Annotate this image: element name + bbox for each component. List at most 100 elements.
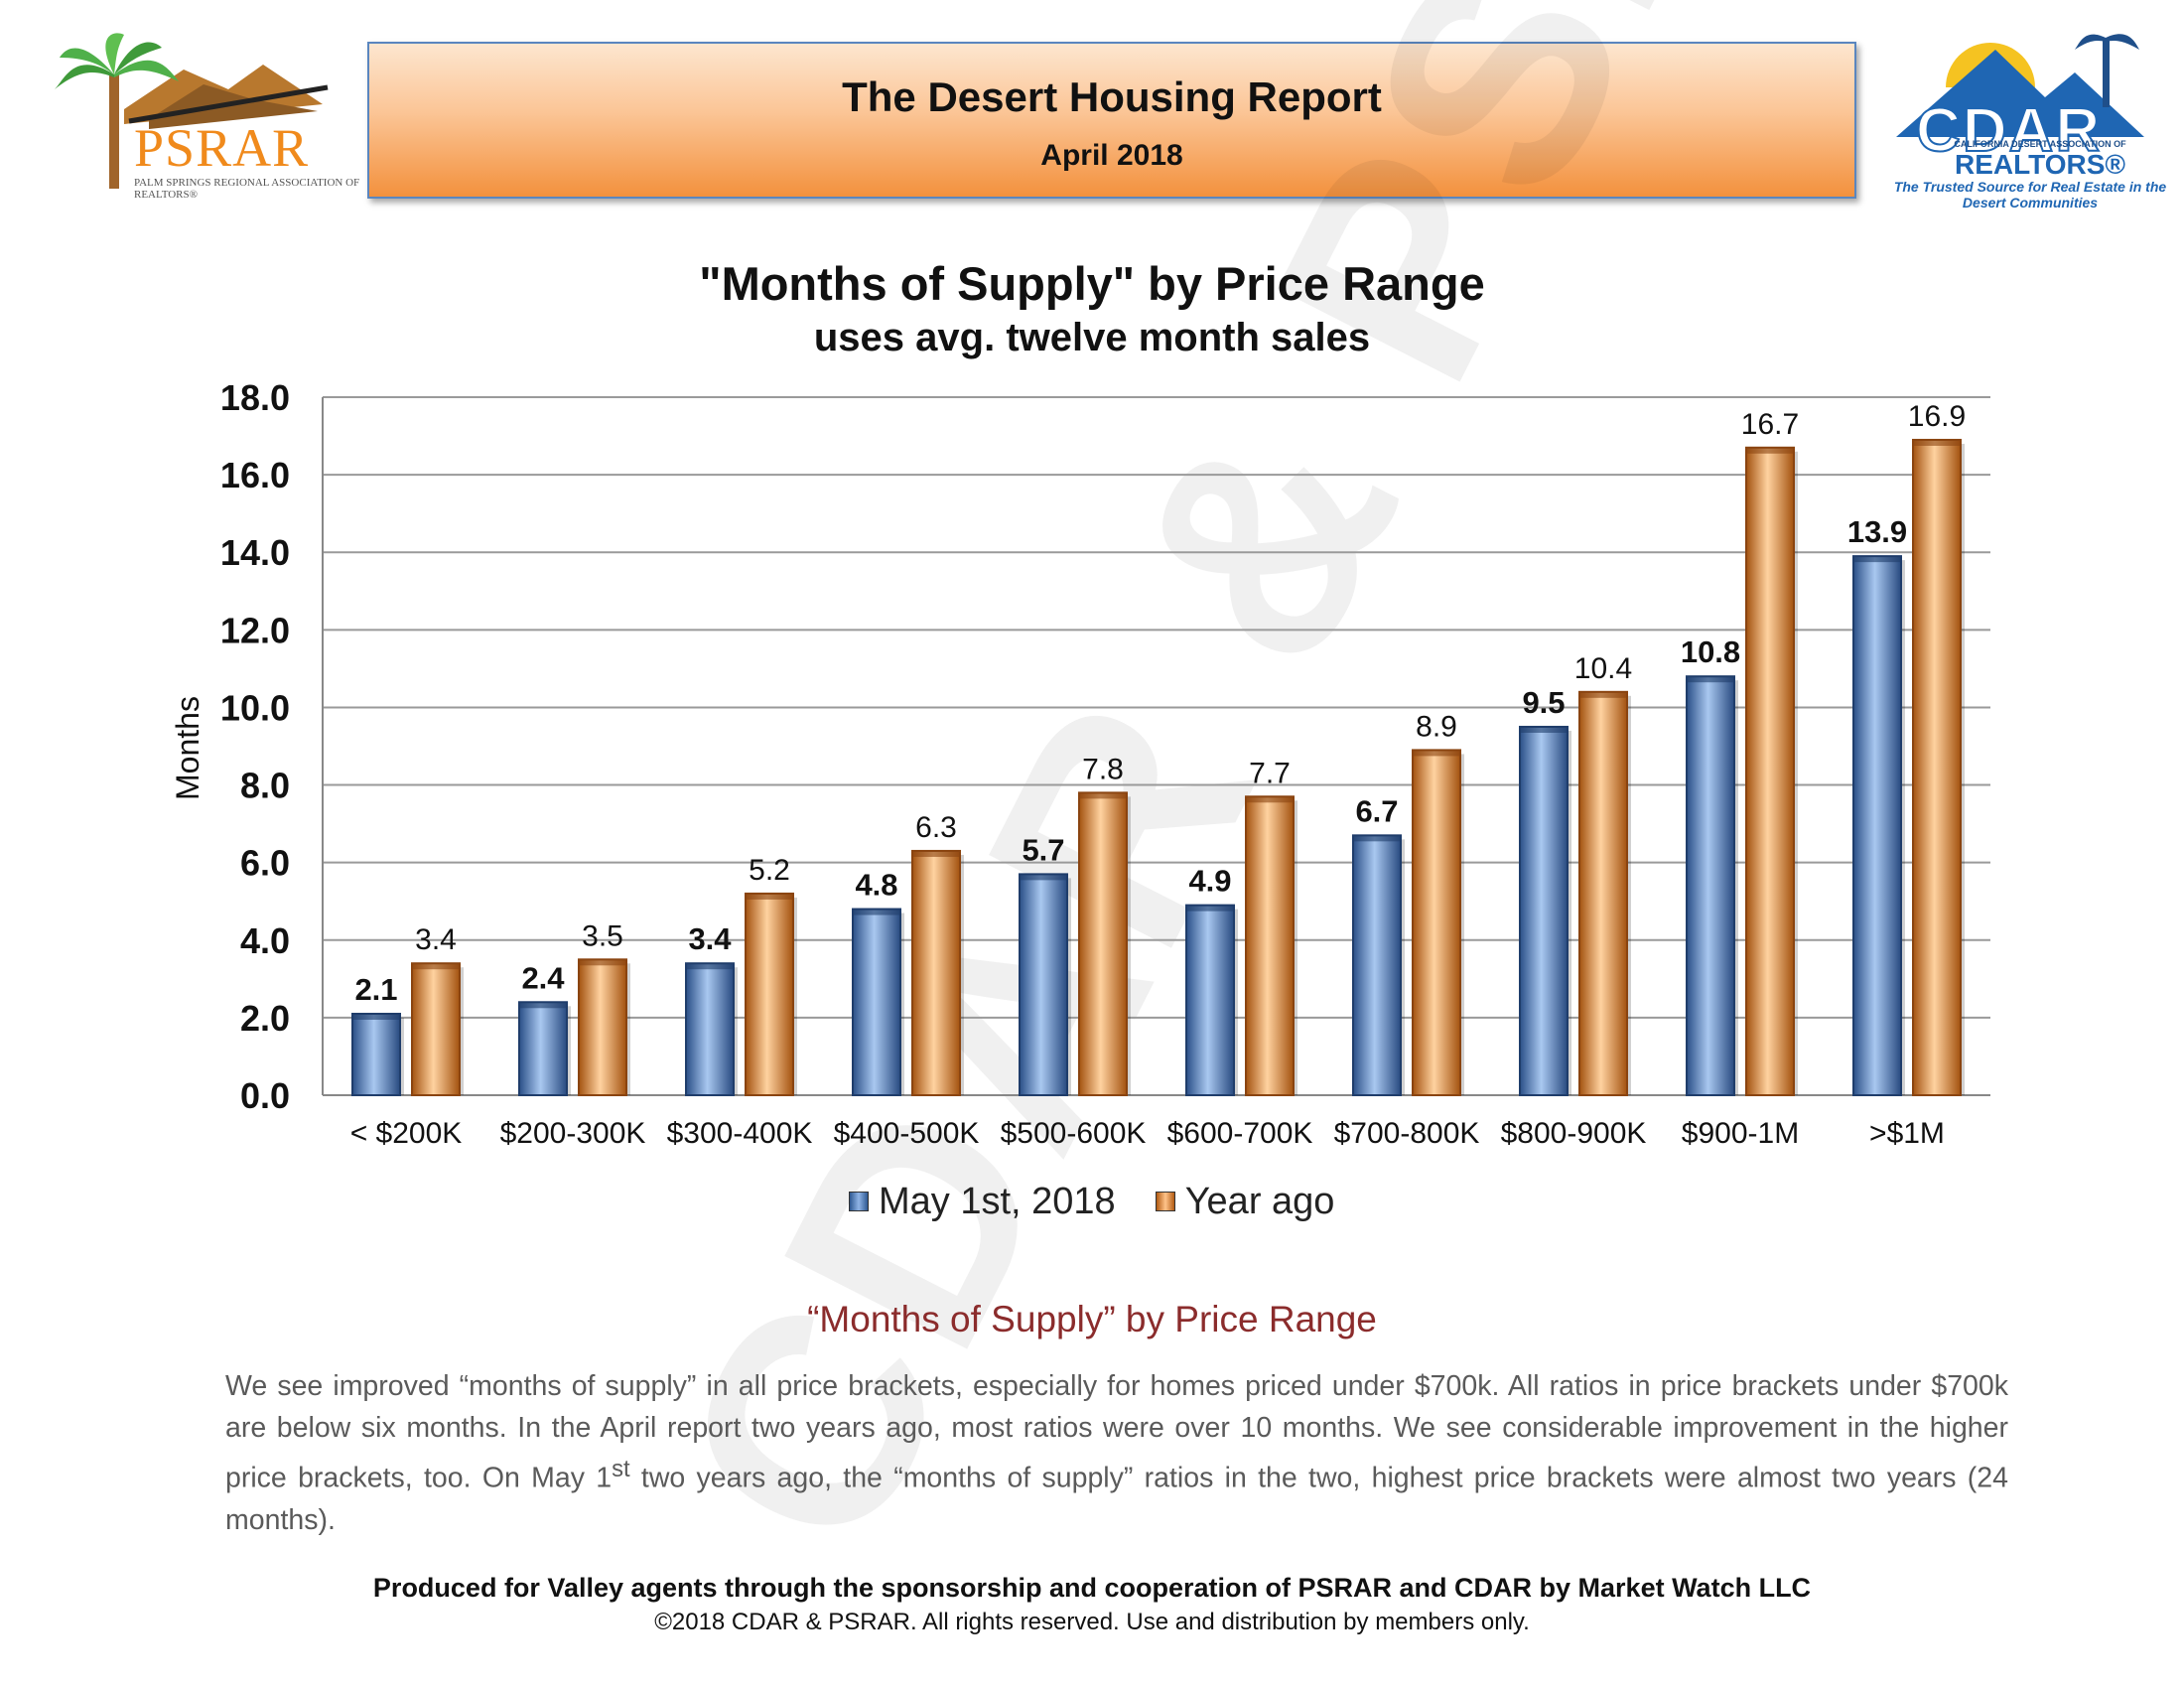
y-tick-label: 4.0	[240, 920, 290, 961]
x-tick-label: $200-300K	[500, 1117, 646, 1150]
body-text-superscript: st	[612, 1456, 630, 1482]
y-tick-label: 10.0	[220, 687, 290, 728]
bar-year-ago	[1578, 690, 1628, 1096]
bar-may-2018	[1019, 873, 1068, 1097]
chart-title: "Months of Supply" by Price Range	[699, 257, 1485, 310]
bar-cap	[1020, 874, 1067, 881]
cdar-logo: CDAR CALIFORNIA DESERT ASSOCIATION OF RE…	[1886, 28, 2174, 216]
cdar-logo-association: CALIFORNIA DESERT ASSOCIATION OF	[1954, 139, 2126, 149]
legend-item-year-ago: Year ago	[1155, 1180, 1335, 1223]
bar-cap	[1246, 796, 1294, 803]
psrar-logo: PSRAR PALM SPRINGS REGIONAL ASSOCIATION …	[55, 30, 359, 201]
legend-swatch-orange	[1155, 1192, 1175, 1211]
bar-cap	[912, 850, 960, 857]
data-label-may-2018: 10.8	[1681, 634, 1740, 669]
bar-cap	[746, 893, 793, 900]
bar-may-2018	[351, 1012, 401, 1097]
x-tick-label: $900-1M	[1682, 1117, 1799, 1150]
data-label-may-2018: 5.7	[1022, 832, 1064, 867]
y-tick-label: 8.0	[240, 766, 290, 806]
chart-legend: May 1st, 2018 Year ago	[849, 1177, 1374, 1226]
data-label-may-2018: 4.8	[855, 868, 897, 903]
data-label-year-ago: 3.4	[415, 923, 457, 956]
data-label-may-2018: 13.9	[1847, 514, 1907, 549]
bar-may-2018	[1852, 555, 1902, 1096]
x-tick-label: $500-600K	[1001, 1117, 1147, 1150]
section-heading: “Months of Supply” by Price Range	[807, 1299, 1377, 1339]
y-tick-label: 14.0	[220, 532, 290, 573]
bar-year-ago	[1745, 446, 1795, 1096]
bar-cap	[1353, 835, 1401, 842]
x-tick-label: >$1M	[1869, 1117, 1945, 1150]
body-text-part1: We see improved “months of supply” in al…	[225, 1370, 2008, 1494]
bar-year-ago	[1912, 438, 1962, 1096]
cdar-logo-realtors: REALTORS®	[1954, 149, 2126, 180]
body-text-part2: two years ago, the “months of supply” ra…	[225, 1462, 2008, 1536]
bar-year-ago	[911, 849, 961, 1097]
report-banner: The Desert Housing Report April 2018	[367, 42, 1856, 199]
psrar-logo-subtitle: PALM SPRINGS REGIONAL ASSOCIATION of REA…	[134, 177, 360, 201]
footer-credit: Produced for Valley agents through the s…	[372, 1573, 1812, 1603]
bar-year-ago	[578, 958, 627, 1096]
data-label-may-2018: 6.7	[1355, 793, 1398, 828]
data-label-may-2018: 2.1	[354, 972, 397, 1007]
bar-may-2018	[1686, 675, 1735, 1096]
legend-label-year-ago: Year ago	[1184, 1180, 1335, 1222]
y-tick-label: 12.0	[220, 610, 290, 650]
bar-cap	[412, 963, 460, 970]
data-label-year-ago: 7.7	[1249, 757, 1291, 789]
bar-cap	[1520, 726, 1568, 733]
bar-cap	[686, 963, 734, 970]
cdar-logo-tagline: The Trusted Source for Real Estate in th…	[1893, 179, 2167, 211]
y-tick-label: 0.0	[240, 1075, 290, 1116]
data-label-may-2018: 9.5	[1522, 685, 1565, 720]
data-label-year-ago: 3.5	[582, 919, 623, 952]
y-axis-label: Months	[170, 696, 205, 800]
bar-cap	[1913, 439, 1961, 446]
bar-year-ago	[411, 962, 461, 1097]
bar-year-ago	[1245, 795, 1295, 1096]
bar-cap	[352, 1013, 400, 1020]
x-tick-label: $300-400K	[667, 1117, 813, 1150]
bar-cap	[1853, 556, 1901, 563]
bar-may-2018	[852, 908, 901, 1096]
bar-cap	[853, 909, 900, 915]
footer-copyright: ©2018 CDAR & PSRAR. All rights reserved.…	[654, 1609, 1530, 1635]
data-label-year-ago: 7.8	[1082, 753, 1124, 785]
data-label-year-ago: 16.9	[1908, 400, 1966, 433]
bar-cap	[1413, 750, 1460, 757]
bar-may-2018	[1185, 904, 1235, 1097]
data-label-may-2018: 4.9	[1188, 864, 1231, 899]
report-date: April 2018	[1040, 139, 1183, 172]
report-title: The Desert Housing Report	[842, 73, 1382, 120]
chart-subtitle: uses avg. twelve month sales	[813, 316, 1371, 359]
bar-may-2018	[1519, 725, 1569, 1096]
x-tick-label: < $200K	[350, 1117, 463, 1150]
bar-year-ago	[1078, 791, 1128, 1096]
bar-year-ago	[745, 892, 794, 1097]
x-tick-label: $800-900K	[1501, 1117, 1647, 1150]
bar-may-2018	[1352, 834, 1402, 1096]
psrar-logo-text: PSRAR	[134, 118, 310, 178]
legend-item-may-2018: May 1st, 2018	[849, 1181, 1116, 1223]
legend-swatch-blue	[849, 1192, 869, 1211]
palm-tree-mountains-icon	[55, 33, 329, 189]
bar-cap	[519, 1002, 567, 1009]
bar-year-ago	[1412, 749, 1461, 1097]
body-paragraph: We see improved “months of supply” in al…	[225, 1365, 2008, 1541]
bar-may-2018	[685, 962, 735, 1097]
cdar-logo-text: CDAR	[1915, 95, 2103, 166]
data-label-year-ago: 16.7	[1741, 408, 1799, 441]
bar-cap	[579, 959, 626, 966]
data-label-year-ago: 5.2	[749, 854, 790, 887]
y-tick-label: 18.0	[220, 377, 290, 418]
y-tick-label: 2.0	[240, 998, 290, 1039]
x-tick-label: $600-700K	[1167, 1117, 1313, 1150]
y-tick-label: 16.0	[220, 455, 290, 495]
data-label-year-ago: 8.9	[1416, 710, 1457, 743]
bar-may-2018	[518, 1001, 568, 1096]
bar-cap	[1687, 676, 1734, 683]
bar-cap	[1579, 691, 1627, 698]
bar-cap	[1746, 447, 1794, 454]
